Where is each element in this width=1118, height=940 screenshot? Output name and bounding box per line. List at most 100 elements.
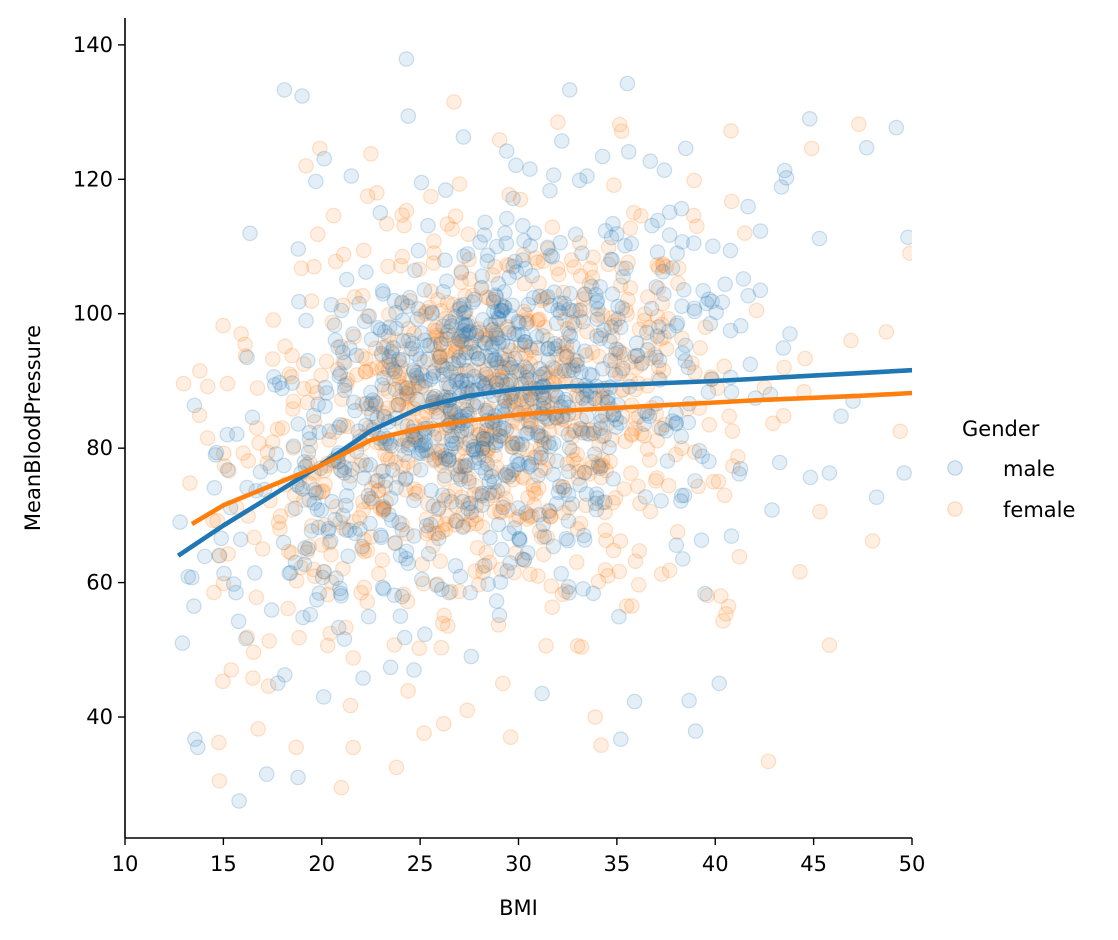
female-point: [380, 328, 397, 344]
male-point: [434, 357, 450, 374]
female-point: [359, 188, 376, 204]
male-point: [420, 217, 436, 234]
male-point: [510, 326, 526, 343]
male-point: [479, 253, 496, 270]
female-point: [498, 466, 515, 483]
female-point: [433, 639, 450, 656]
female-point: [443, 583, 459, 600]
male-point: [308, 485, 324, 501]
female-point: [522, 566, 538, 582]
male-point: [496, 398, 512, 415]
female-point: [335, 297, 351, 313]
female-point: [544, 599, 560, 615]
male-point: [561, 440, 578, 456]
male-point: [327, 511, 343, 528]
male-point: [576, 532, 593, 548]
female-point: [376, 500, 392, 517]
female-point: [465, 287, 481, 304]
male-point: [452, 380, 468, 396]
female-point: [248, 589, 265, 606]
male-point: [518, 369, 535, 386]
male-point: [466, 291, 483, 308]
male-point: [548, 315, 565, 332]
male-point: [470, 450, 487, 466]
x-tick-label: 10: [112, 852, 139, 876]
male-point: [375, 339, 392, 356]
female-point: [429, 322, 445, 339]
male-point: [649, 328, 666, 344]
male-point: [611, 608, 627, 625]
male-point: [443, 432, 460, 448]
male-point: [586, 390, 603, 407]
female-point: [524, 508, 540, 524]
male-point: [392, 547, 409, 564]
male-point: [695, 282, 711, 299]
female-point: [387, 454, 404, 471]
male-point: [375, 498, 392, 515]
male-point: [661, 227, 678, 243]
male-point: [571, 172, 588, 189]
female-point: [627, 553, 644, 569]
female-point: [629, 347, 646, 364]
female-point: [511, 509, 527, 525]
male-point: [454, 519, 471, 535]
female-point: [649, 257, 666, 273]
male-point: [507, 253, 523, 270]
female-point: [494, 675, 511, 692]
female-point: [590, 573, 607, 590]
male-point: [508, 363, 525, 380]
male-point: [390, 351, 407, 368]
male-point: [677, 140, 694, 157]
female-point: [616, 481, 632, 497]
male-point: [462, 433, 478, 449]
male-point: [498, 422, 514, 438]
female-point: [367, 340, 384, 357]
female-point: [549, 345, 565, 362]
female-point: [775, 407, 792, 424]
female-point: [569, 455, 585, 472]
female-point: [558, 349, 574, 365]
male-point: [394, 588, 410, 605]
female-point: [522, 509, 538, 525]
male-point: [560, 578, 577, 595]
male-point: [352, 521, 368, 537]
male-point: [451, 331, 467, 347]
male-point: [315, 689, 332, 705]
male-point: [472, 234, 488, 250]
female-point: [470, 321, 487, 337]
female-point: [391, 389, 408, 406]
female-point: [484, 267, 501, 283]
male-point: [594, 148, 611, 165]
female-point: [375, 404, 392, 421]
female-point: [607, 317, 623, 333]
female-point: [803, 140, 820, 157]
male-point: [653, 493, 669, 509]
male-point: [341, 340, 358, 356]
female-point: [550, 114, 566, 130]
female-point: [426, 453, 442, 469]
female-point: [581, 465, 598, 482]
female-point: [495, 481, 511, 497]
female-point: [491, 132, 508, 148]
male-point: [398, 470, 414, 486]
male-point: [197, 548, 213, 565]
male-point: [896, 465, 912, 481]
male-point: [331, 419, 347, 436]
male-point: [247, 565, 263, 581]
male-point: [576, 343, 593, 359]
female-point: [374, 347, 390, 364]
female-point: [619, 306, 635, 323]
male-point: [408, 346, 424, 362]
female-point: [391, 374, 408, 391]
female-point: [568, 387, 585, 404]
male-point: [419, 337, 436, 354]
male-point: [409, 391, 426, 407]
female-point: [211, 548, 228, 564]
female-point: [523, 342, 540, 358]
male-point: [505, 258, 521, 275]
female-point: [622, 354, 639, 370]
female-point: [575, 291, 592, 307]
female-point: [456, 440, 473, 456]
male-point: [722, 242, 739, 259]
male-point: [287, 500, 303, 517]
